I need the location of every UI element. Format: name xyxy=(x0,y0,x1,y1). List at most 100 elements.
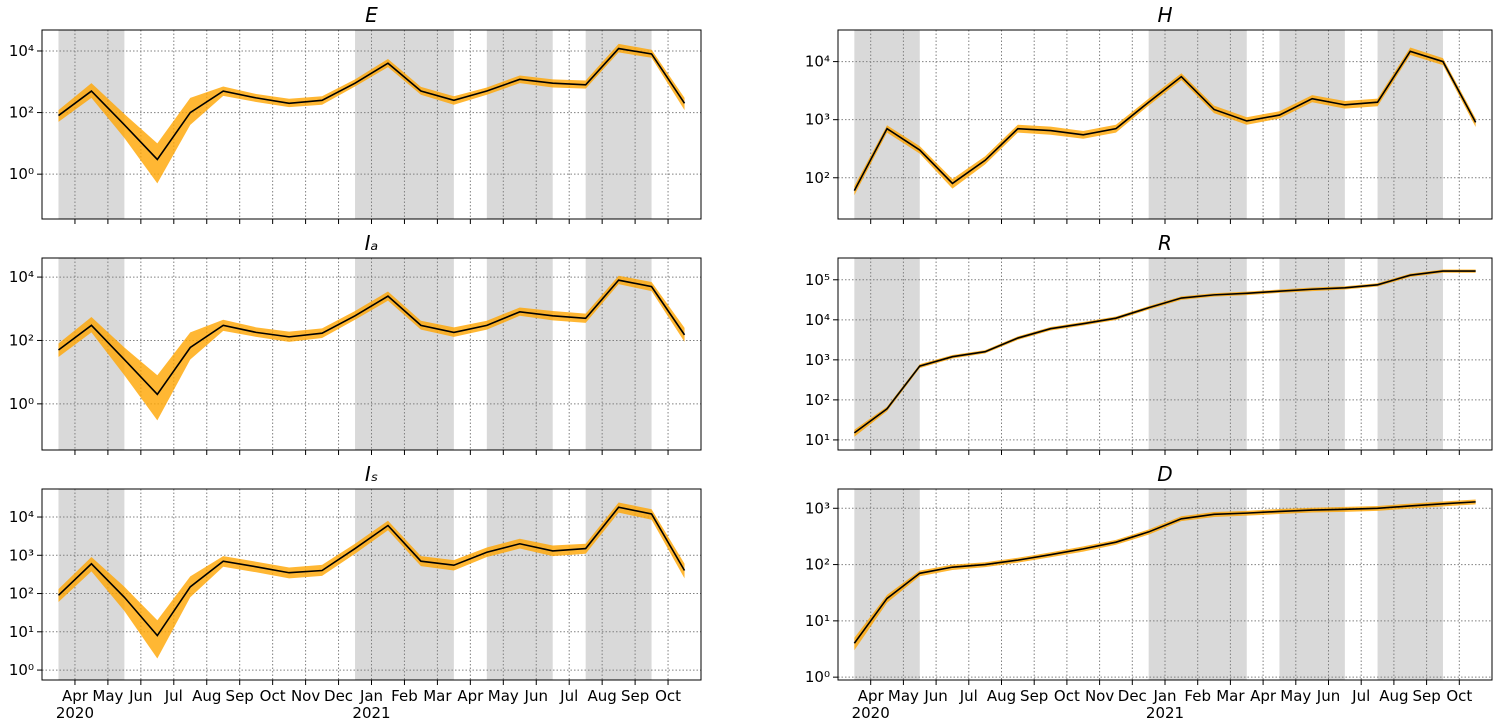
shaded-period xyxy=(585,489,652,680)
shaded-period xyxy=(585,258,652,450)
x-tick-label: Aug xyxy=(1379,687,1408,705)
shaded-period xyxy=(854,258,920,450)
x-tick-label: Jun xyxy=(128,687,152,705)
shaded-period xyxy=(854,30,920,219)
x-tick-label: Feb xyxy=(391,687,418,705)
x-tick-label: Oct xyxy=(260,687,286,705)
x-tick-label: May xyxy=(488,687,519,705)
y-tick-label: 10² xyxy=(9,104,34,122)
plot-frame xyxy=(41,29,702,220)
y-tick-label: 10⁰ xyxy=(9,165,34,183)
y-tick-label: 10⁴ xyxy=(9,268,34,286)
y-tick-label: 10³ xyxy=(805,351,830,369)
subplot: 10⁰ 10² 10⁴ E xyxy=(9,3,702,224)
x-tick-label: Oct xyxy=(655,687,681,705)
x-tick-label: Jul xyxy=(164,687,183,705)
shaded-period xyxy=(1279,489,1345,680)
x-tick-label: Dec xyxy=(324,687,353,705)
x-tick-label: Apr xyxy=(1250,687,1277,705)
median-line xyxy=(57,47,686,161)
y-tick-label: 10² xyxy=(805,391,830,409)
x-tick-label: Jan 2021 xyxy=(352,687,390,722)
y-tick-label: 10⁰ xyxy=(805,668,830,686)
shaded-period xyxy=(1279,30,1345,219)
subplot-title: Iₐ xyxy=(365,231,379,255)
x-tick-label: Apr xyxy=(457,687,484,705)
median-line xyxy=(57,506,686,637)
x-tick-label: Jun xyxy=(1316,687,1340,705)
median-line xyxy=(853,501,1476,644)
shaded-period xyxy=(585,30,652,219)
x-tick-label: Apr 2020 xyxy=(852,687,890,722)
uncertainty-band xyxy=(58,502,685,659)
subplot-title: H xyxy=(1157,3,1172,27)
subplot-title: E xyxy=(365,3,378,27)
x-tick-label: Sep xyxy=(1412,687,1440,705)
x-tick-label: May xyxy=(1280,687,1311,705)
x-tick-label: May xyxy=(888,687,919,705)
plot-frame xyxy=(41,257,702,451)
y-tick-label: 10¹ xyxy=(805,431,830,449)
x-tick-label: Mar xyxy=(423,687,452,705)
x-tick-label: May xyxy=(92,687,123,705)
y-tick-label: 10⁴ xyxy=(9,508,34,526)
subplot: 10¹ 10² 10³ 10⁴ 10⁵ R xyxy=(805,231,1493,455)
uncertainty-band xyxy=(58,43,685,184)
median-line xyxy=(57,279,686,396)
shaded-period xyxy=(486,258,553,450)
median-line xyxy=(853,50,1477,192)
plot-frame xyxy=(837,257,1493,451)
shaded-period xyxy=(486,30,553,219)
subplot: 10² 10³ 10⁴ H xyxy=(805,3,1493,224)
shaded-period xyxy=(854,489,920,680)
x-tick-label: Oct xyxy=(1054,687,1080,705)
y-tick-label: 10⁰ xyxy=(9,661,34,679)
x-tick-label: Oct xyxy=(1446,687,1472,705)
subplot-title: R xyxy=(1158,231,1172,255)
shaded-period xyxy=(1377,489,1443,680)
x-tick-label: Apr 2020 xyxy=(56,687,94,722)
x-tick-label: Sep xyxy=(1020,687,1048,705)
plot-frame xyxy=(837,29,1493,220)
x-tick-label: Aug xyxy=(987,687,1016,705)
y-tick-label: 10² xyxy=(805,556,830,574)
y-tick-label: 10³ xyxy=(9,546,34,564)
y-tick-label: 10¹ xyxy=(9,623,34,641)
x-tick-label: Aug xyxy=(192,687,221,705)
x-tick-label: Nov xyxy=(291,687,320,705)
y-tick-label: 10⁵ xyxy=(805,271,830,289)
x-tick-label: Jul xyxy=(1351,687,1370,705)
y-tick-label: 10⁰ xyxy=(9,395,34,413)
plot-frame xyxy=(837,488,1493,681)
y-tick-label: 10³ xyxy=(805,111,830,129)
plot-frame xyxy=(41,488,702,681)
y-tick-label: 10⁴ xyxy=(9,42,34,60)
y-tick-label: 10¹ xyxy=(805,612,830,630)
y-tick-label: 10³ xyxy=(805,499,830,517)
x-tick-label: Nov xyxy=(1085,687,1114,705)
x-tick-label: Jul xyxy=(959,687,978,705)
y-tick-label: 10² xyxy=(9,331,34,349)
uncertainty-band xyxy=(58,275,685,421)
subplot-title: D xyxy=(1157,462,1172,486)
x-tick-label: Sep xyxy=(226,687,254,705)
x-tick-label: Aug xyxy=(588,687,617,705)
x-tick-label: Feb xyxy=(1184,687,1211,705)
y-tick-label: 10⁴ xyxy=(805,311,830,329)
x-tick-label: Jan 2021 xyxy=(1146,687,1184,722)
median-line xyxy=(853,270,1476,434)
subplot: 10⁰ 10² 10⁴ Iₐ xyxy=(9,231,702,455)
y-tick-label: 10² xyxy=(9,585,34,603)
shaded-period xyxy=(1377,258,1443,450)
shaded-period xyxy=(486,489,553,680)
x-tick-label: Jul xyxy=(559,687,578,705)
x-tick-label: Jun xyxy=(524,687,548,705)
y-tick-label: 10² xyxy=(805,169,830,187)
x-tick-label: Jun xyxy=(923,687,947,705)
subplot-title: Iₛ xyxy=(365,462,378,486)
y-tick-label: 10⁴ xyxy=(805,53,830,71)
x-tick-label: Dec xyxy=(1118,687,1147,705)
